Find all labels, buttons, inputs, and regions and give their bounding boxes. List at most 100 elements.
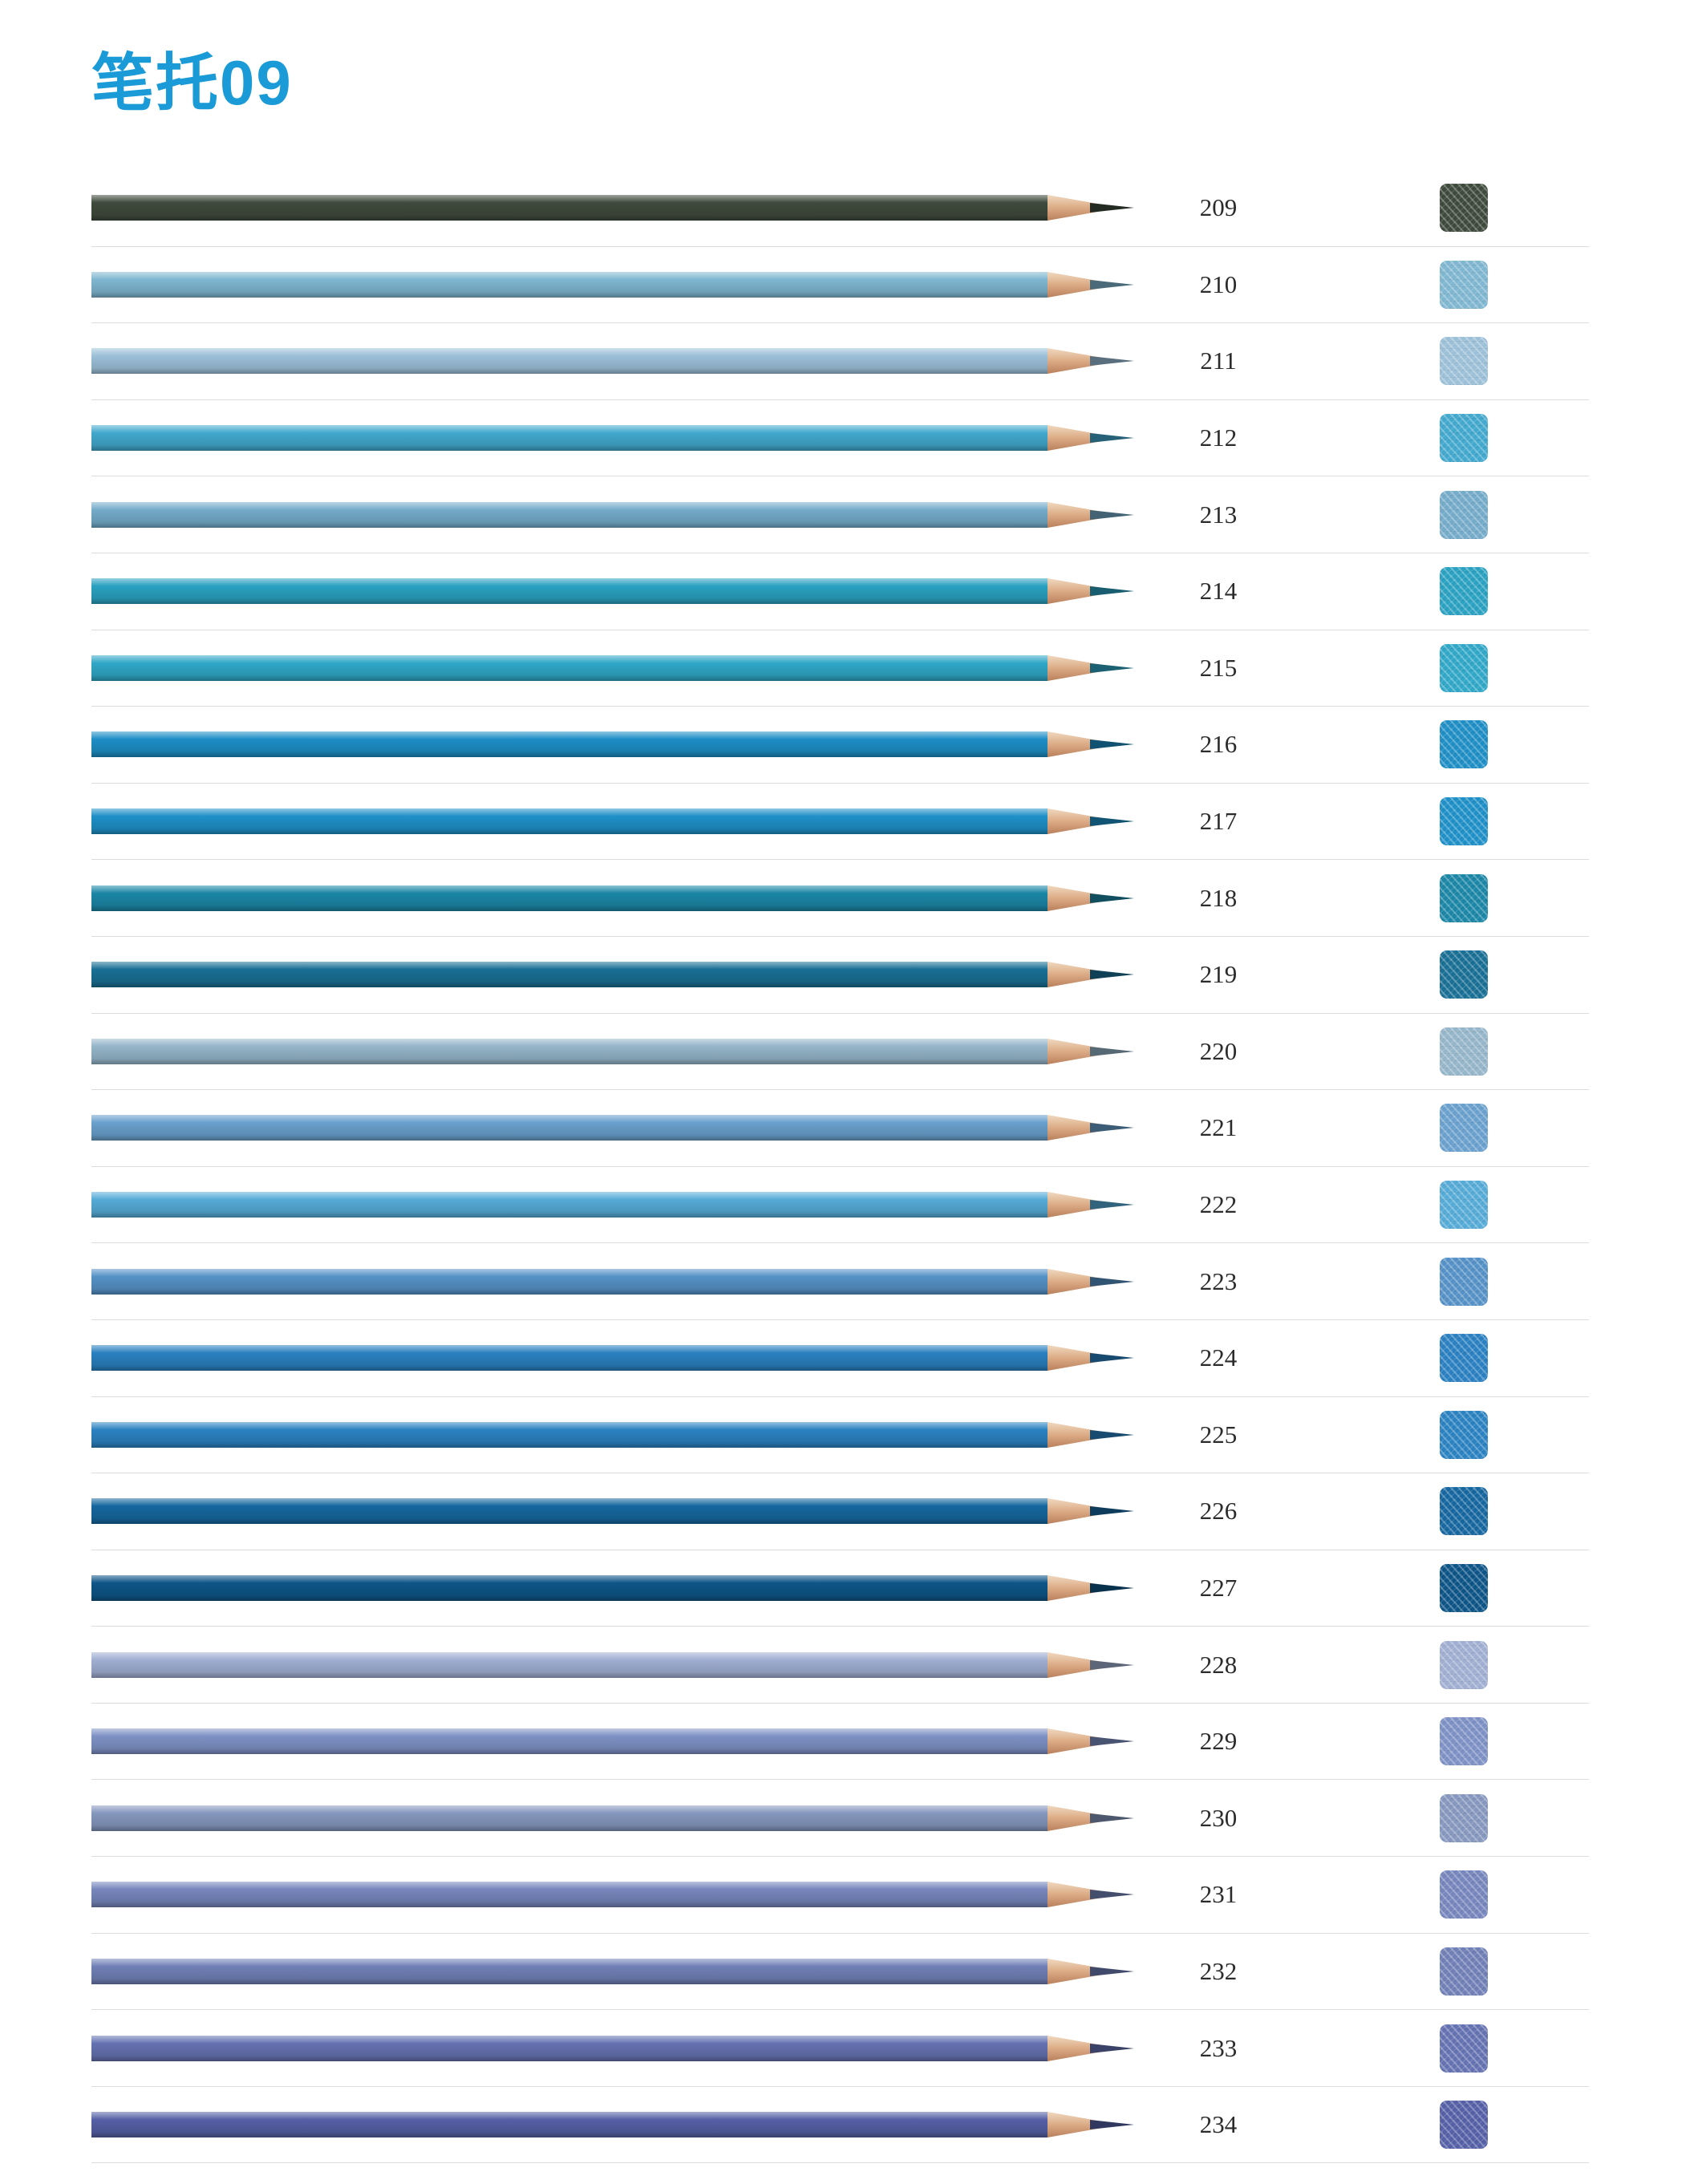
pencil-number: 213 [1199,500,1238,529]
pencil-wood-tip [1048,1958,1120,1984]
pencil-number: 218 [1199,883,1238,912]
pencil-body [91,578,1048,605]
pencil-wood-tip [1048,2112,1120,2138]
pencil-graphic [91,1498,1134,1525]
color-swatch [1440,1563,1488,1612]
pencil-number: 228 [1199,1650,1238,1679]
pencil-wood-tip [1048,1115,1120,1141]
pencil-body [91,1421,1048,1448]
pencil-row: 215 [91,630,1589,707]
pencil-number: 212 [1199,423,1238,452]
pencil-row: 214 [91,553,1589,630]
pencil-number: 226 [1199,1497,1238,1526]
pencil-graphic [91,348,1134,375]
color-swatch [1440,1334,1488,1383]
color-swatch [1440,643,1488,692]
pencil-row: 233 [91,2010,1589,2087]
pencil-lead-tip [1090,1429,1134,1440]
pencil-number: 230 [1199,1803,1238,1832]
pencil-lead-tip [1090,1506,1134,1517]
pencil-list: 209 210 211 212 213 214 215 216 217 218 219 220 221 2… [91,170,1589,2164]
color-swatch [1440,414,1488,463]
pencil-row: 229 [91,1704,1589,1781]
pencil-body [91,731,1048,758]
pencil-lead-tip [1090,816,1134,827]
pencil-graphic [91,1115,1134,1141]
color-swatch [1440,1410,1488,1459]
pencil-row: 210 [91,247,1589,324]
pencil-graphic [91,1728,1134,1755]
pencil-wood-tip [1048,885,1120,911]
pencil-body [91,195,1048,221]
color-swatch [1440,720,1488,769]
color-swatch [1440,337,1488,386]
pencil-graphic [91,731,1134,758]
pencil-body [91,2112,1048,2138]
color-swatch [1440,1870,1488,1919]
pencil-lead-tip [1090,356,1134,367]
pencil-lead-tip [1090,586,1134,597]
pencil-row: 224 [91,1320,1589,1397]
pencil-body [91,808,1048,835]
color-swatch [1440,1257,1488,1306]
pencil-body [91,1115,1048,1141]
pencil-wood-tip [1048,195,1120,221]
pencil-row: 223 [91,1243,1589,1320]
color-swatch [1440,1640,1488,1689]
pencil-row: 219 [91,937,1589,1014]
pencil-body [91,2035,1048,2061]
pencil-lead-tip [1090,279,1134,290]
pencil-lead-tip [1090,1046,1134,1056]
pencil-number: 229 [1199,1727,1238,1756]
pencil-graphic [91,1882,1134,1908]
pencil-row: 211 [91,323,1589,400]
pencil-body [91,501,1048,528]
pencil-graphic [91,501,1134,528]
pencil-wood-tip [1048,501,1120,528]
color-swatch [1440,1947,1488,1996]
pencil-row: 226 [91,1473,1589,1550]
pencil-lead-tip [1090,893,1134,903]
pencil-wood-tip [1048,962,1120,988]
pencil-number: 217 [1199,807,1238,836]
pencil-graphic [91,2035,1134,2061]
color-swatch [1440,1181,1488,1230]
pencil-graphic [91,271,1134,298]
pencil-lead-tip [1090,1582,1134,1593]
pencil-number: 211 [1200,346,1237,375]
pencil-graphic [91,1651,1134,1678]
pencil-row: 212 [91,400,1589,477]
pencil-number: 232 [1199,1956,1238,1985]
pencil-lead-tip [1090,1736,1134,1747]
pencil-row: 221 [91,1090,1589,1167]
color-swatch [1440,1487,1488,1536]
pencil-wood-tip [1048,1651,1120,1678]
pencil-graphic [91,654,1134,681]
pencil-lead-tip [1090,1813,1134,1823]
pencil-body [91,1038,1048,1064]
pencil-number: 233 [1199,2033,1238,2062]
pencil-body [91,1192,1048,1218]
color-swatch [1440,1027,1488,1076]
color-swatch [1440,490,1488,539]
pencil-number: 224 [1199,1343,1238,1372]
pencil-number: 219 [1199,960,1238,989]
pencil-wood-tip [1048,1421,1120,1448]
pencil-number: 214 [1199,577,1238,606]
pencil-row: 222 [91,1167,1589,1244]
pencil-lead-tip [1090,1890,1134,1900]
pencil-body [91,962,1048,988]
pencil-graphic [91,195,1134,221]
pencil-graphic [91,1805,1134,1831]
pencil-lead-tip [1090,970,1134,980]
pencil-body [91,885,1048,911]
pencil-body [91,1882,1048,1908]
pencil-body [91,1728,1048,1755]
pencil-lead-tip [1090,433,1134,444]
pencil-body [91,1805,1048,1831]
pencil-row: 216 [91,707,1589,784]
pencil-wood-tip [1048,1882,1120,1908]
pencil-body [91,348,1048,375]
pencil-wood-tip [1048,1498,1120,1525]
